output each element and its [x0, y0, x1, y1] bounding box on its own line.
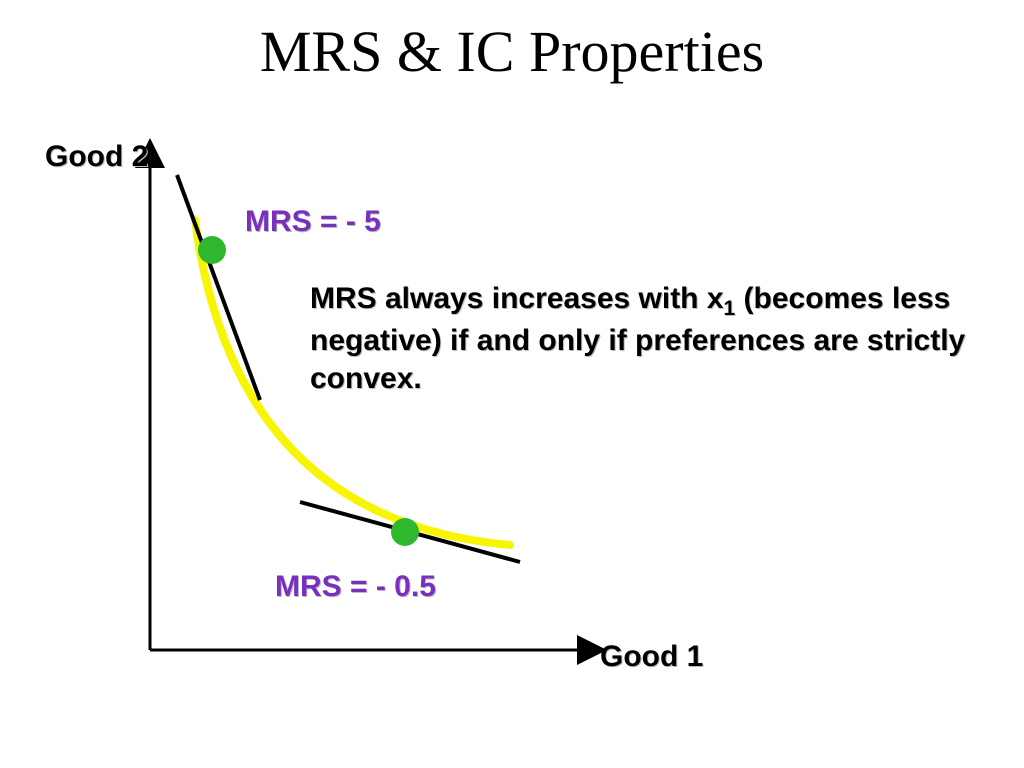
x-axis-label: Good 1 [600, 640, 703, 674]
tangent-point-1 [391, 518, 419, 546]
mrs-label-1: MRS = - 0.5 [275, 570, 436, 604]
mrs-label-0: MRS = - 5 [245, 205, 381, 239]
slide: MRS & IC Properties Good 2 Good 1 MRS = … [0, 0, 1024, 768]
y-axis-label: Good 2 [45, 140, 148, 174]
body-text-pre: MRS always increases with x [310, 282, 724, 315]
body-text: MRS always increases with x1 (becomes le… [310, 280, 1000, 397]
body-text-sub: 1 [724, 297, 736, 320]
tangent-point-0 [198, 236, 226, 264]
